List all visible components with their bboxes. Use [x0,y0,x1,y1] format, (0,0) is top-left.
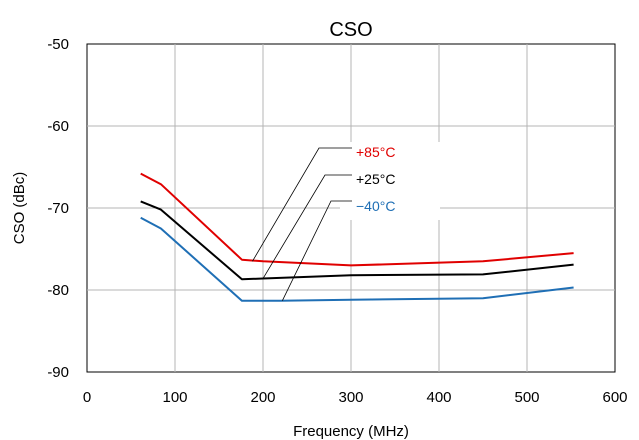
series-labels: +85°C +25°C −40°C [252,142,440,301]
y-tick-label: -60 [47,118,69,135]
series-label: +85°C [356,144,395,160]
leader-line [262,174,352,279]
grid [87,44,615,372]
x-tick-label: 600 [602,389,627,406]
y-tick-label: -80 [47,282,69,299]
x-tick-labels: 0 100 200 300 400 500 600 [83,389,628,406]
x-tick-label: 200 [250,389,275,406]
series-label: +25°C [356,171,395,187]
y-tick-labels: -50 -60 -70 -80 -90 [47,36,69,381]
series-label: −40°C [356,198,395,214]
x-tick-label: 300 [338,389,363,406]
leader-line [282,200,352,301]
leader-line [252,147,352,262]
series-line-2 [140,216,574,302]
x-axis-label: Frequency (MHz) [293,423,409,440]
y-tick-label: -90 [47,364,69,381]
label-backdrop [340,142,440,220]
y-tick-label: -50 [47,36,69,53]
x-tick-label: 500 [514,389,539,406]
series-line-0 [140,172,574,267]
x-tick-label: 0 [83,389,91,406]
y-tick-label: -70 [47,200,69,217]
x-tick-label: 100 [162,389,187,406]
x-tick-label: 400 [426,389,451,406]
y-axis-label: CSO (dBc) [11,172,28,245]
chart-title: CSO [329,19,372,41]
